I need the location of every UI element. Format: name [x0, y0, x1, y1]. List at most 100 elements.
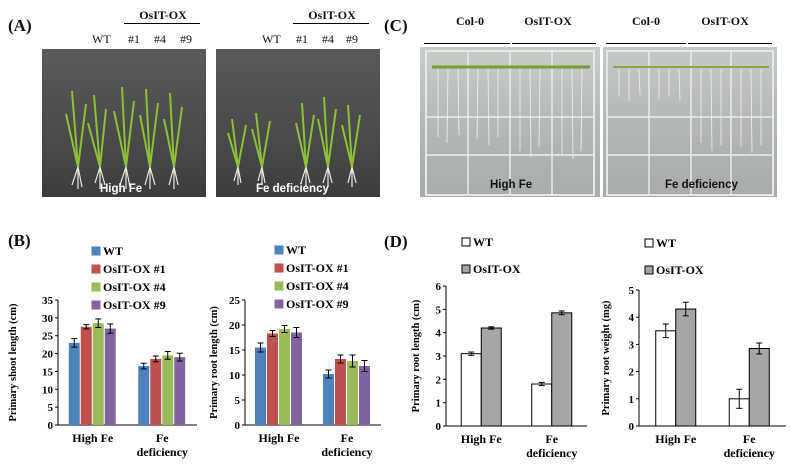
plate1-ox-line: [512, 43, 596, 44]
plate2-col0-line: [606, 43, 686, 44]
plate2-ox-header: OsIT-OX: [701, 14, 749, 28]
y-tick-label: 10: [229, 370, 241, 382]
x-category-label: Fe: [341, 431, 354, 445]
y-tick-label: 0: [436, 421, 442, 433]
bar: [655, 330, 677, 427]
legend-swatch: [91, 300, 101, 310]
y-tick-label: 30: [42, 313, 54, 325]
rice-seedlings-illustration: [227, 96, 361, 187]
legend-swatch: [274, 281, 284, 291]
y-tick-label: 25: [42, 331, 54, 343]
bar: [92, 323, 104, 425]
y-tick-label: 20: [42, 349, 54, 361]
bar: [480, 327, 502, 427]
panel-c-plate-high-fe: High Fe: [420, 47, 600, 197]
bar: [748, 347, 770, 427]
bar: [138, 366, 150, 425]
y-tick-label: 3: [436, 351, 442, 363]
x-category-label: deficiency: [526, 446, 577, 460]
y-tick-label: 2: [629, 367, 635, 379]
y-tick-label: 5: [436, 304, 442, 316]
lane-label-4: #4: [322, 32, 334, 46]
panel-a-photo-fe-deficiency: Fe deficiency: [216, 49, 380, 197]
bar: [162, 355, 174, 425]
lane-label-4: #4: [154, 32, 166, 46]
bar: [68, 342, 80, 425]
plate2-col0-header: Col-0: [632, 14, 660, 28]
plate1-col0-header: Col-0: [456, 14, 484, 28]
y-tick-label: 35: [42, 295, 54, 307]
y-tick-label: 0: [48, 420, 54, 432]
y-tick-label: 3: [629, 339, 635, 351]
bar: [104, 328, 116, 425]
y-tick-label: 15: [229, 345, 241, 357]
bar: [255, 347, 266, 425]
agar-plate-illustration: [425, 50, 595, 196]
legend-label: WT: [473, 235, 493, 249]
lane-label-1: #1: [128, 32, 140, 46]
y-axis-label: Primary root length (cm): [411, 299, 422, 412]
panel-c-label: (C): [384, 16, 408, 35]
panel-c-left-caption: High Fe: [490, 179, 533, 191]
y-tick-label: 4: [436, 328, 442, 340]
panel-a-right-group-header: OsIT-OX: [308, 8, 356, 22]
panel-c-right-caption: Fe deficiency: [665, 179, 738, 191]
legend-swatch: [644, 238, 654, 248]
lane-label-9: #9: [180, 32, 192, 46]
y-tick-label: 4: [629, 312, 635, 324]
bar: [323, 374, 334, 425]
x-category-label: Fe: [156, 431, 169, 445]
x-category-label: High Fe: [72, 431, 114, 445]
y-axis-label: Primary root length (cm): [209, 306, 220, 419]
legend-swatch: [91, 282, 101, 292]
chart-root-length-d: WT OsIT-OX 0 1 2 3 4 5 6 Primary root length (cm)…: [411, 235, 587, 460]
y-tick-label: 1: [436, 398, 442, 410]
chart-shoot-length: WT OsIT-OX #1 OsIT-OX #4 OsIT-OX #9 0 5 10 15 20…: [8, 244, 197, 459]
bar: [359, 366, 370, 425]
y-tick-label: 1: [629, 394, 635, 406]
rice-seedlings-illustration: [65, 86, 183, 189]
x-category-label: High Fe: [461, 432, 503, 446]
panel-a-right-group-line: [293, 23, 369, 24]
x-category-label: High Fe: [655, 432, 697, 446]
legend-swatch: [274, 299, 284, 309]
legend-swatch: [91, 246, 101, 256]
bar: [531, 383, 553, 427]
panel-a-left-group-line: [124, 23, 200, 24]
y-tick-label: 5: [235, 395, 241, 407]
bar: [347, 361, 358, 425]
bar: [174, 357, 186, 425]
plate1-col0-line: [424, 43, 510, 44]
legend-label: OsIT-OX: [656, 263, 704, 277]
x-category-label: deficiency: [137, 445, 188, 459]
panel-d-label: (D): [384, 232, 408, 251]
legend-swatch: [274, 263, 284, 273]
y-tick-label: 5: [48, 402, 54, 414]
legend-swatch: [461, 264, 471, 274]
panel-a-left-group-header: OsIT-OX: [139, 8, 187, 22]
plate2-ox-line: [688, 43, 772, 44]
legend-label: OsIT-OX #4: [286, 279, 349, 293]
legend-label: OsIT-OX #9: [103, 298, 166, 312]
legend-label: OsIT-OX #1: [286, 261, 349, 275]
lane-label-wt: WT: [262, 32, 281, 46]
legend-label: OsIT-OX: [473, 262, 521, 276]
x-category-label: deficiency: [321, 445, 372, 459]
lane-label-9: #9: [346, 32, 358, 46]
y-tick-label: 15: [42, 366, 54, 378]
y-tick-label: 5: [629, 285, 635, 297]
bar: [267, 333, 278, 425]
lane-label-1: #1: [296, 32, 308, 46]
x-category-label: High Fe: [259, 431, 301, 445]
bar: [150, 358, 162, 425]
legend-swatch: [644, 265, 654, 275]
panel-a-photo-high-fe: High Fe: [42, 49, 206, 197]
legend-label: OsIT-OX #1: [103, 262, 166, 276]
legend-swatch: [91, 264, 101, 274]
bar: [551, 312, 573, 427]
y-tick-label: 20: [229, 320, 241, 332]
x-category-label: deficiency: [724, 446, 775, 460]
panel-a-right-caption: Fe deficiency: [256, 183, 329, 195]
legend-swatch: [274, 245, 284, 255]
legend-label: WT: [103, 244, 123, 258]
